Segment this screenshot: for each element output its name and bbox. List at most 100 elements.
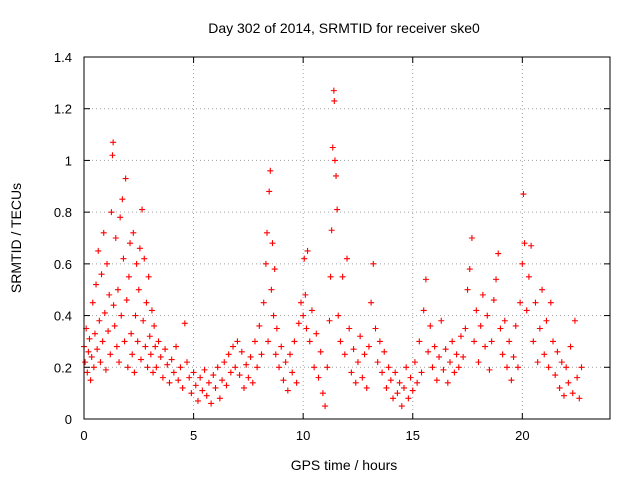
data-point [451,369,458,376]
data-point [166,379,173,386]
data-point [186,374,193,381]
data-point [315,374,322,381]
data-point [164,361,171,368]
data-point [326,317,333,324]
data-point [486,366,493,373]
data-point [293,379,300,386]
data-point [503,364,510,371]
data-point [114,286,121,293]
data-point [560,392,567,399]
data-point [123,297,130,304]
data-point [88,353,95,360]
data-point [102,366,109,373]
data-point [116,359,123,366]
data-point [104,260,111,267]
data-point [214,364,221,371]
data-point [534,359,541,366]
data-point [269,240,276,247]
plot-frame [83,56,611,420]
data-point [132,312,139,319]
data-point [563,364,570,371]
data-point [157,353,164,360]
data-point [219,377,226,384]
data-point [107,351,114,358]
data-point [168,356,175,363]
data-point [159,374,166,381]
data-point [429,364,436,371]
data-point [190,369,197,376]
data-point [256,322,263,329]
data-point [147,351,154,358]
data-point [363,384,370,391]
data-point [130,229,137,236]
data-point [188,390,195,397]
data-point [210,372,217,379]
data-point [558,359,565,366]
data-point [457,333,464,340]
data-point [234,338,241,345]
data-point [184,359,191,366]
data-point [300,312,307,319]
data-point [112,235,119,241]
data-point [361,351,368,358]
data-point [151,322,158,329]
data-point [199,387,206,394]
data-point [501,317,508,324]
data-point [374,359,381,366]
y-tick-label: 0.8 [54,205,72,220]
data-point [499,351,506,358]
data-point [268,286,275,293]
data-point [521,240,528,247]
data-points [81,87,585,410]
data-point [153,364,160,371]
data-point [433,377,440,384]
y-tick-label: 0.6 [54,257,72,272]
data-point [142,343,149,350]
chart-title: Day 302 of 2014, SRMTID for receiver ske… [208,20,480,36]
data-point [143,299,150,306]
data-point [84,369,91,376]
data-point [525,273,532,280]
data-point [109,152,116,159]
data-point [536,325,543,332]
data-point [258,351,265,358]
data-point [508,377,515,384]
data-point [110,302,117,309]
data-point [376,338,383,345]
data-point [354,359,361,366]
data-point [295,320,302,327]
data-point [464,286,471,293]
data-point [359,374,366,381]
data-point [82,359,89,366]
data-point [216,395,223,402]
data-point [150,369,157,376]
data-point [383,384,390,391]
data-point [337,338,344,345]
x-tick-label: 5 [190,428,197,443]
data-point [333,172,340,179]
data-point [208,400,215,407]
data-point [565,379,572,386]
data-point [87,377,94,384]
data-point [155,338,162,345]
data-point [95,247,102,254]
data-point [205,379,212,386]
data-point [236,372,243,379]
data-point [455,364,462,371]
data-point [398,403,405,410]
data-point [260,299,267,306]
data-point [124,364,131,371]
data-point [532,299,539,306]
data-point [556,384,563,391]
y-axis-label: SRMTID / TECUs [8,183,24,293]
data-point [466,266,473,273]
data-point [264,229,271,236]
x-tick-label: 0 [80,428,87,443]
data-point [425,348,432,355]
data-point [297,299,304,306]
data-point [427,322,434,329]
data-point [98,271,105,278]
data-point [100,229,107,236]
data-point [89,299,96,306]
data-point [519,260,526,267]
